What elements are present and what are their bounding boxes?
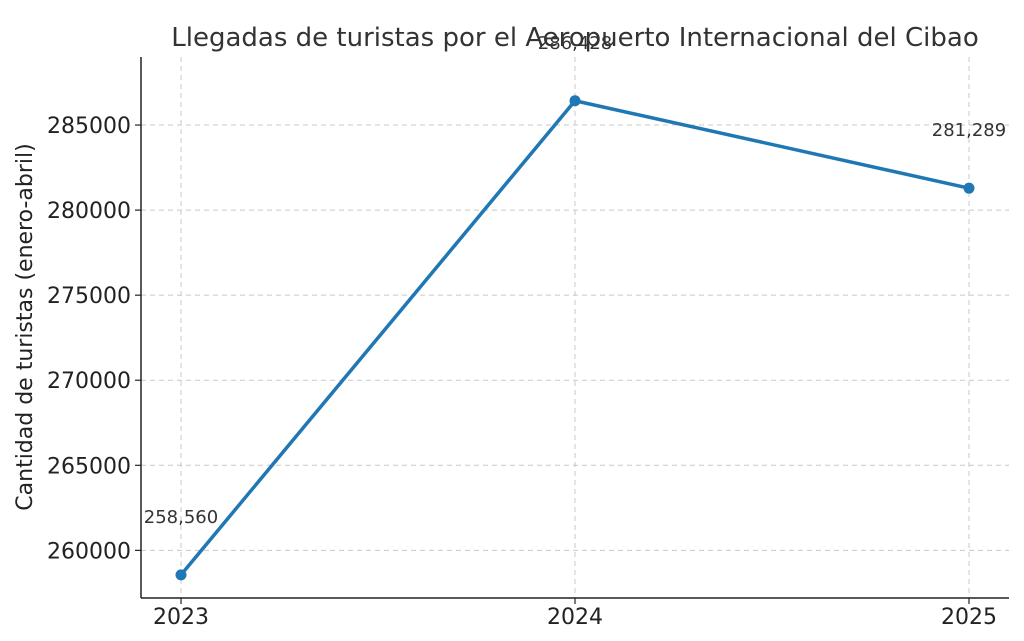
y-tick-label: 265000 [47,454,131,479]
tick-labels: 260000 265000 270000 275000 280000 285000 2023… [47,114,997,630]
y-axis-label: Cantidad de turistas (enero-abril) [13,143,38,510]
data-point [569,95,581,107]
x-tick-label: 2024 [547,605,603,630]
chart-title: Llegadas de turistas por el Aeropuerto I… [171,23,978,53]
data-label: 258,560 [144,507,218,528]
y-tick-label: 260000 [47,539,131,564]
data-label: 286,428 [538,33,612,54]
x-tick-label: 2023 [153,605,209,630]
series [175,95,975,581]
data-point [175,569,187,581]
y-tick-label: 270000 [47,369,131,394]
x-tick-label: 2025 [941,605,997,630]
y-tick-label: 285000 [47,114,131,139]
data-point [963,182,975,194]
y-tick-label: 275000 [47,284,131,309]
y-tick-label: 280000 [47,199,131,224]
data-label: 281,289 [932,120,1006,141]
data-labels: 258,560 286,428 281,289 [144,33,1006,528]
grid [141,57,1009,598]
